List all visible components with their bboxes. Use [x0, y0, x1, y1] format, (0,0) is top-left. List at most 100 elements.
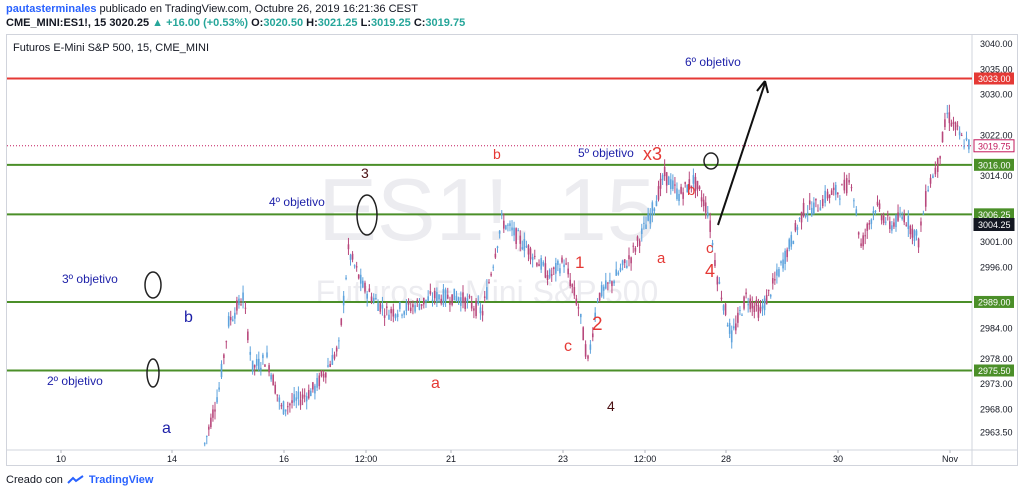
candle-body	[550, 274, 553, 276]
candle-body	[813, 202, 815, 214]
candle-body	[229, 316, 232, 321]
candle-body	[709, 220, 711, 232]
candle-body	[381, 304, 384, 309]
candle-body	[796, 227, 799, 230]
candle-body	[907, 216, 910, 229]
projection-arrow	[717, 82, 766, 226]
y-tick-label: 3040.00	[980, 39, 1013, 49]
chart-header: pautasterminales publicado en TradingVie…	[6, 2, 1016, 30]
candle-body	[743, 296, 745, 309]
candle-body	[470, 302, 473, 309]
candle-body	[511, 227, 513, 231]
candle-body	[212, 409, 214, 418]
candle-body	[655, 200, 658, 207]
candle-body	[347, 244, 350, 250]
candle-body	[444, 289, 447, 302]
candle-body	[208, 426, 210, 430]
y-tick-label: 2996.00	[980, 262, 1013, 272]
candle-body	[242, 292, 244, 301]
candle-body	[262, 354, 264, 359]
candle-body	[830, 190, 833, 195]
candle-body	[609, 280, 611, 282]
candle-body	[407, 301, 410, 305]
candle-body	[412, 304, 414, 308]
candle-body	[523, 239, 526, 251]
candle-body	[895, 215, 897, 228]
candle-body	[331, 355, 334, 365]
candle-body	[643, 222, 645, 224]
candle-body	[704, 202, 707, 213]
candle-body	[563, 264, 565, 268]
candle-body	[889, 221, 891, 230]
candle-body	[403, 311, 406, 315]
candle-body	[257, 358, 260, 370]
wave-annotation: 2º objetivo	[47, 374, 103, 388]
candle-body	[730, 330, 733, 343]
candle-body	[870, 219, 873, 224]
candle-body	[333, 354, 336, 359]
candle-body	[749, 298, 752, 310]
candle-body	[924, 191, 927, 207]
candle-body	[286, 406, 289, 408]
candle-body	[559, 268, 561, 274]
candle-body	[944, 119, 946, 128]
candle-body	[811, 207, 813, 216]
candle-body	[968, 139, 970, 150]
candle-body	[860, 243, 862, 247]
candle-body	[950, 122, 953, 127]
candle-body	[674, 184, 676, 186]
candle-body	[359, 274, 362, 284]
chart-frame[interactable]: ES1!, 15 Futuros E-Mini S&P 500 Futuros E-…	[6, 34, 1018, 466]
candle-body	[714, 260, 716, 267]
candle-body	[385, 306, 388, 309]
candle-body	[274, 384, 277, 394]
x-tick-label: 21	[446, 454, 456, 464]
candle-body	[828, 194, 831, 198]
candle-body	[396, 313, 399, 317]
wave-annotation: 6º objetivo	[685, 55, 741, 69]
candle-body	[368, 288, 371, 292]
publish-line: pautasterminales publicado en TradingVie…	[6, 2, 1016, 16]
high-label: H:	[306, 17, 318, 29]
candle-body	[388, 314, 390, 320]
candle-body	[684, 182, 686, 184]
price-badge-label: 3004.25	[978, 220, 1011, 230]
candle-body	[922, 213, 925, 215]
candle-body	[540, 258, 542, 270]
candle-body	[320, 370, 323, 377]
candle-body	[301, 394, 304, 399]
candle-body	[817, 210, 819, 212]
candle-body	[688, 179, 691, 189]
wave-annotation: 2	[592, 314, 603, 335]
author-link[interactable]: pautasterminales	[6, 3, 97, 15]
candle-body	[763, 298, 766, 311]
candle-body	[732, 326, 735, 329]
candle-body	[857, 232, 860, 235]
candle-body	[325, 372, 327, 378]
tradingview-brand[interactable]: TradingView	[88, 474, 154, 486]
candle-body	[546, 275, 549, 280]
candle-body	[751, 302, 754, 309]
wave-annotation: b	[184, 309, 193, 326]
candle-body	[960, 135, 963, 137]
candle-body	[527, 245, 530, 255]
candle-body	[552, 267, 555, 270]
candle-body	[272, 374, 274, 386]
candle-body	[584, 344, 587, 357]
candle-body	[340, 318, 343, 325]
candle-body	[589, 344, 592, 350]
candle-body	[276, 394, 279, 396]
candle-body	[440, 298, 443, 304]
candle-body	[425, 299, 427, 302]
candle-body	[757, 305, 760, 318]
symbol-label[interactable]: CME_MINI:ES1!, 15	[6, 17, 107, 29]
candle-body	[837, 192, 839, 195]
candle-body	[850, 187, 853, 189]
candle-body	[335, 347, 338, 352]
pivot-circle	[356, 194, 378, 236]
candle-body	[475, 300, 477, 317]
candle-body	[436, 292, 438, 303]
level-badge-label: 2989.00	[978, 297, 1011, 307]
candle-body	[266, 352, 268, 358]
